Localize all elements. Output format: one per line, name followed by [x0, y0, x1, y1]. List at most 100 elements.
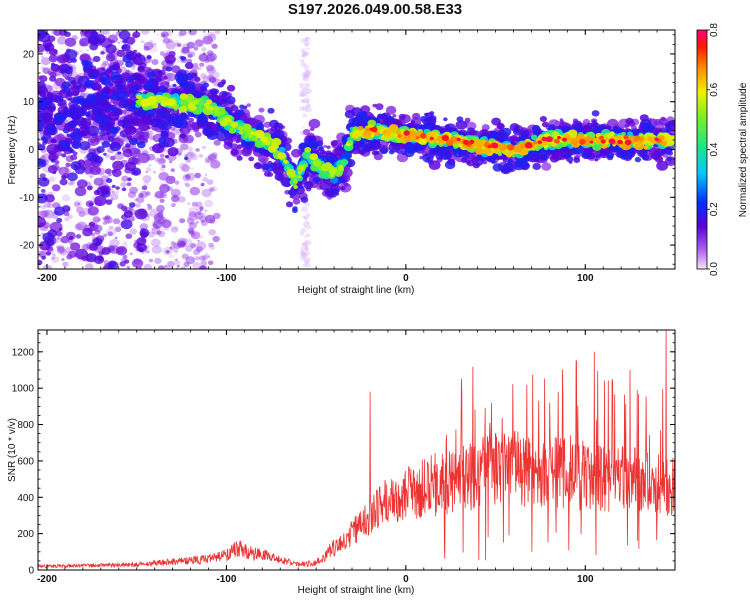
- spectrogram-blob: [581, 150, 592, 160]
- spectrogram-blob: [375, 103, 384, 111]
- spectrogram-blob: [216, 131, 228, 142]
- spectrogram-blob: [385, 105, 397, 115]
- spectrogram-blob: [97, 255, 104, 262]
- spectrogram-blob: [179, 241, 186, 247]
- spectrogram-blob: [666, 156, 673, 162]
- spectrogram-blob: [93, 114, 105, 123]
- spectrogram-blob: [541, 121, 549, 128]
- spectrogram-blob: [475, 147, 484, 155]
- spectrogram-blob: [182, 137, 187, 142]
- spectrogram-blob: [70, 154, 78, 161]
- spectrogram-blob: [202, 35, 213, 45]
- spectrogram-blob: [213, 106, 220, 112]
- spectrogram-blob: [667, 120, 675, 127]
- spectrogram-blob: [198, 115, 207, 123]
- spectrogram-blob: [277, 152, 287, 160]
- spectrogram-blob: [337, 166, 344, 172]
- spectrogram-blob: [122, 102, 129, 108]
- spectrogram-blob: [40, 205, 46, 210]
- spectrogram-blob: [288, 188, 298, 196]
- spectrogram-blob: [663, 147, 672, 154]
- spectrogram-blob: [68, 235, 74, 240]
- spectrogram-blob: [239, 104, 245, 110]
- spectrogram-blob: [648, 125, 655, 131]
- spectrogram-blob: [169, 246, 173, 250]
- spectrogram-blob: [304, 217, 308, 220]
- spectrogram-blob: [62, 261, 69, 267]
- spectrogram-blob: [304, 106, 312, 113]
- spectrogram-blob: [105, 44, 117, 54]
- spectrogram-blob: [146, 126, 151, 130]
- spectrogram-blob: [303, 259, 310, 265]
- spectrogram-blob: [304, 36, 311, 42]
- spectrogram-blob: [305, 94, 308, 97]
- spectrogram-blob: [103, 152, 107, 156]
- spectrogram-blob: [300, 61, 307, 67]
- spectrogram-blob: [300, 91, 307, 97]
- spectrogram-blob: [204, 214, 216, 224]
- spectrogram-blob: [625, 117, 634, 125]
- spectrogram-blob: [88, 202, 94, 207]
- spectrogram-blob: [501, 127, 512, 137]
- spectrogram-blob: [420, 116, 427, 122]
- spectrogram-blob: [236, 109, 245, 117]
- spectrogram-blob: [208, 260, 214, 266]
- spectrogram-blob: [154, 190, 165, 199]
- spectrogram-blob: [482, 160, 488, 165]
- spectrogram-blob: [300, 48, 306, 53]
- spectrogram-blob: [180, 143, 189, 151]
- spectrogram-blob: [202, 82, 209, 88]
- spectrogram-blob: [302, 105, 309, 111]
- spectrogram-blob: [166, 98, 175, 107]
- spectrogram-blob: [153, 171, 156, 174]
- spectrogram-blob: [341, 159, 349, 166]
- spectrogram-blob: [47, 91, 52, 95]
- spectrogram-blob: [612, 145, 619, 151]
- spectrogram-blob: [507, 159, 514, 165]
- spectrogram-blob: [304, 86, 309, 90]
- spectrogram-blob: [170, 126, 176, 132]
- spectrogram-blob: [507, 149, 516, 156]
- spectrogram-blob: [173, 242, 182, 249]
- spectrogram-blob: [177, 265, 180, 268]
- spectrogram-blob: [377, 113, 384, 120]
- spectrogram-blob: [300, 88, 305, 93]
- spectrogram-blob: [304, 239, 308, 243]
- spectrogram-blob: [159, 210, 164, 214]
- spectrogram-blob: [163, 76, 168, 80]
- spectrogram-blob: [637, 150, 643, 155]
- spectrogram-blob: [49, 75, 57, 82]
- spectrogram-blob: [135, 100, 140, 104]
- spectrogram-blob: [559, 120, 565, 125]
- spectrogram-blob: [157, 230, 166, 237]
- spectrogram-blob: [357, 111, 367, 119]
- spectrogram-blob: [158, 136, 167, 144]
- spectrogram-blob: [145, 249, 150, 254]
- spectrogram-blob: [213, 139, 221, 146]
- spectrogram-blob: [210, 159, 221, 169]
- spectrogram-blob: [256, 124, 263, 130]
- spectrogram-blob: [143, 41, 154, 51]
- spectrogram-blob: [193, 46, 199, 51]
- spectrogram-blob: [206, 130, 219, 141]
- spectrogram-blob: [573, 157, 581, 163]
- spectrogram-blob: [125, 233, 133, 239]
- spectrogram-blob: [126, 148, 132, 154]
- spectrogram-blob: [129, 86, 138, 93]
- spectrogram-blob: [183, 134, 194, 144]
- spectrogram-blob: [128, 124, 135, 130]
- spectrogram-blob: [67, 214, 73, 219]
- spectrogram-blob: [304, 39, 308, 42]
- spectrogram-blob: [156, 204, 165, 212]
- spectrogram-blob: [165, 66, 173, 72]
- spectrogram-blob: [464, 117, 471, 123]
- spectrogram-blob: [404, 143, 415, 152]
- spectrogram-blob: [52, 214, 58, 219]
- spectrogram-blob: [44, 194, 55, 203]
- spectrogram-blob: [138, 193, 144, 198]
- spectrogram-blob: [412, 112, 421, 120]
- spectrogram-blob: [69, 149, 75, 154]
- spectrogram-blob: [77, 109, 87, 117]
- spectrogram-blob: [304, 220, 310, 224]
